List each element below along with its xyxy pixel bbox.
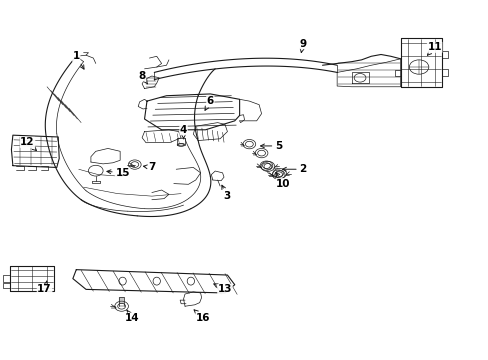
Text: 11: 11	[427, 42, 441, 55]
Text: 6: 6	[204, 96, 214, 110]
Text: 13: 13	[213, 284, 232, 294]
Text: 17: 17	[37, 281, 52, 294]
Text: 14: 14	[125, 310, 140, 323]
Text: 5: 5	[260, 141, 282, 151]
Text: 9: 9	[299, 39, 306, 53]
Text: 4: 4	[180, 125, 187, 139]
Text: 1: 1	[73, 51, 84, 69]
Text: 2: 2	[282, 164, 306, 174]
Text: 15: 15	[107, 168, 130, 178]
Text: 8: 8	[138, 71, 147, 84]
Text: 12: 12	[20, 138, 37, 150]
Text: 16: 16	[194, 310, 210, 323]
Text: 7: 7	[143, 162, 155, 172]
Text: 3: 3	[222, 185, 231, 201]
Text: 10: 10	[275, 172, 290, 189]
